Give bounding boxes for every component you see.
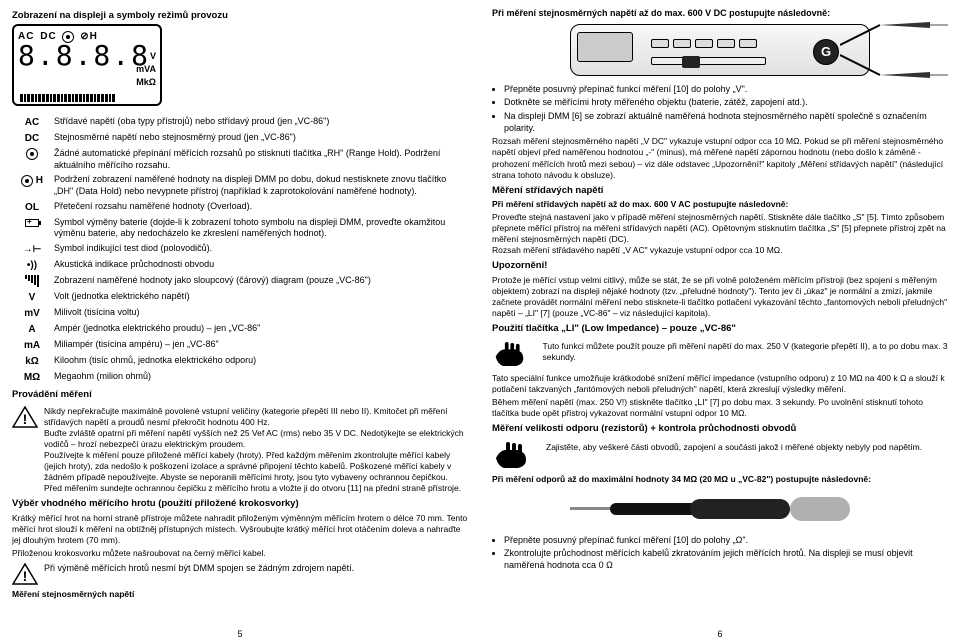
def-DC: Stejnosměrné napětí nebo stejnosměrný pr… xyxy=(52,130,468,146)
sym-bars-icon xyxy=(12,273,52,289)
bullet: Dotkněte se měřícími hroty měřeného obje… xyxy=(504,97,948,109)
sym-AC: AC xyxy=(12,114,52,130)
sym-dh-icon: H xyxy=(12,173,52,199)
mm-button xyxy=(673,39,691,48)
sym-OL: OL xyxy=(12,199,52,215)
sec-dc-title: Měření stejnosměrných napětí xyxy=(12,589,468,600)
def-MO: Megaohm (milion ohmů) xyxy=(52,369,468,385)
disp-mVA: mVA xyxy=(136,63,156,76)
warning-icon: ! xyxy=(12,406,38,428)
hand-icon xyxy=(492,440,536,470)
li-p1: Tato speciální funkce umožňuje krátkodob… xyxy=(492,373,948,395)
sym-V: V xyxy=(12,289,52,305)
multimeter-illustration: G xyxy=(540,24,900,76)
sym-mV: mV xyxy=(12,305,52,321)
def-V: Volt (jednotka elektrického napětí) xyxy=(52,289,468,305)
warning-2-text: Při výměně měřících hrotů nesmí být DMM … xyxy=(44,563,468,575)
sym-sound-icon: •)) xyxy=(12,257,52,273)
bullet: Přepněte posuvný přepínač funkcí měření … xyxy=(504,535,948,547)
def-mA: Miliampér (tisícina ampéru) – jen „VC-86… xyxy=(52,337,468,353)
sec-ac-header: Při měření střídavých napětí až do max. … xyxy=(492,199,948,210)
sec-ac-title: Měření střídavých napětí xyxy=(492,185,948,197)
svg-text:!: ! xyxy=(23,568,28,584)
lcd-display: AC DC ⊘H 8.8.8.8 V mVA MkΩ xyxy=(12,24,162,106)
sec-ac-text: Proveďte stejná nastavení jako v případě… xyxy=(492,212,948,256)
warning-1-text: Nikdy nepřekračujte maximálně povolené v… xyxy=(44,406,468,494)
mm-button xyxy=(717,39,735,48)
left-title: Zobrazení na displeji a symboly režimů p… xyxy=(12,10,468,22)
mm-button xyxy=(695,39,713,48)
sec-measurement-title: Provádění měření xyxy=(12,389,468,401)
def-A: Ampér (jednotka elektrického proudu) – j… xyxy=(52,321,468,337)
disp-bargraph xyxy=(20,94,115,102)
svg-text:!: ! xyxy=(23,411,28,427)
def-AC: Střídavé napětí (oba typy přístrojů) neb… xyxy=(52,114,468,130)
probe-illustration xyxy=(570,487,870,529)
def-bars: Zobrazení naměřené hodnoty jako sloupcov… xyxy=(52,273,468,289)
mm-slider xyxy=(651,57,766,65)
def-batt: Symbol výměny baterie (dojde-li k zobraz… xyxy=(52,215,468,241)
def-OL: Přetečení rozsahu naměřené hodnoty (Over… xyxy=(52,199,468,215)
def-dh: Podržení zobrazení naměřené hodnoty na d… xyxy=(52,173,468,199)
sym-DC: DC xyxy=(12,130,52,146)
warning-icon: ! xyxy=(12,563,38,585)
def-sound: Akustická indikace průchodnosti obvodu xyxy=(52,257,468,273)
mm-button xyxy=(739,39,757,48)
bullet: Přepněte posuvný přepínač funkcí měření … xyxy=(504,84,948,96)
probe-p2: Přiloženou krokosvorku můžete našroubova… xyxy=(12,548,468,559)
mm-screen xyxy=(577,32,633,62)
symbol-definitions-table: ACStřídavé napětí (oba typy přístrojů) n… xyxy=(12,114,468,385)
sec-li-title: Použití tlačítka „LI" (Low Impedance) – … xyxy=(492,323,948,335)
right-header: Při měření stejnosměrných napětí až do m… xyxy=(492,8,948,20)
sym-mA: mA xyxy=(12,337,52,353)
disp-V: V xyxy=(136,50,156,63)
probe-p1: Krátký měřící hrot na horní straně příst… xyxy=(12,513,468,546)
sym-batt-icon xyxy=(12,215,52,241)
disp-MkO: MkΩ xyxy=(136,76,156,89)
def-rh: Žádné automatické přepínání měřících roz… xyxy=(52,146,468,172)
def-diode: Symbol indikující test diod (polovodičů)… xyxy=(52,241,468,257)
warn-text: Protože je měřící vstup velmi citlivý, m… xyxy=(492,275,948,319)
sec-resist-title: Měření velikosti odporu (rezistorů) + ko… xyxy=(492,423,948,435)
bullet: Zkontrolujte průchodnost měřících kabelů… xyxy=(504,548,948,571)
li-hand-text: Tuto funkci můžete použít pouze při měře… xyxy=(542,341,948,363)
resist-hand-text: Zajistěte, aby veškeré části obvodů, zap… xyxy=(546,442,922,453)
li-p2: Během měření napětí (max. 250 V!) stiskn… xyxy=(492,397,948,419)
sym-A: A xyxy=(12,321,52,337)
mm-guard-button: G xyxy=(813,39,839,65)
page-number-left: 5 xyxy=(0,629,480,641)
resist-header: Při měření odporů až do maximální hodnot… xyxy=(492,474,948,485)
sym-MO: MΩ xyxy=(12,369,52,385)
sym-diode-icon: →⊢ xyxy=(12,241,52,257)
sym-rh-icon xyxy=(12,146,52,172)
mm-button xyxy=(651,39,669,48)
sec-probe-title: Výběr vhodného měřícího hrotu (použití p… xyxy=(12,498,468,510)
hand-icon xyxy=(492,339,532,369)
def-mV: Milivolt (tisícina voltu) xyxy=(52,305,468,321)
def-kO: Kiloohm (tisíc ohmů, jednotka elektrické… xyxy=(52,353,468,369)
dc-range-note: Rozsah měření stejnosměrného napětí „V D… xyxy=(492,136,948,180)
sym-kO: kΩ xyxy=(12,353,52,369)
mm-probes-icon xyxy=(840,20,950,80)
page-number-right: 6 xyxy=(480,629,960,641)
warn-title: Upozornění! xyxy=(492,260,948,272)
bullet: Na displeji DMM [6] se zobrazí aktuálně … xyxy=(504,111,948,134)
